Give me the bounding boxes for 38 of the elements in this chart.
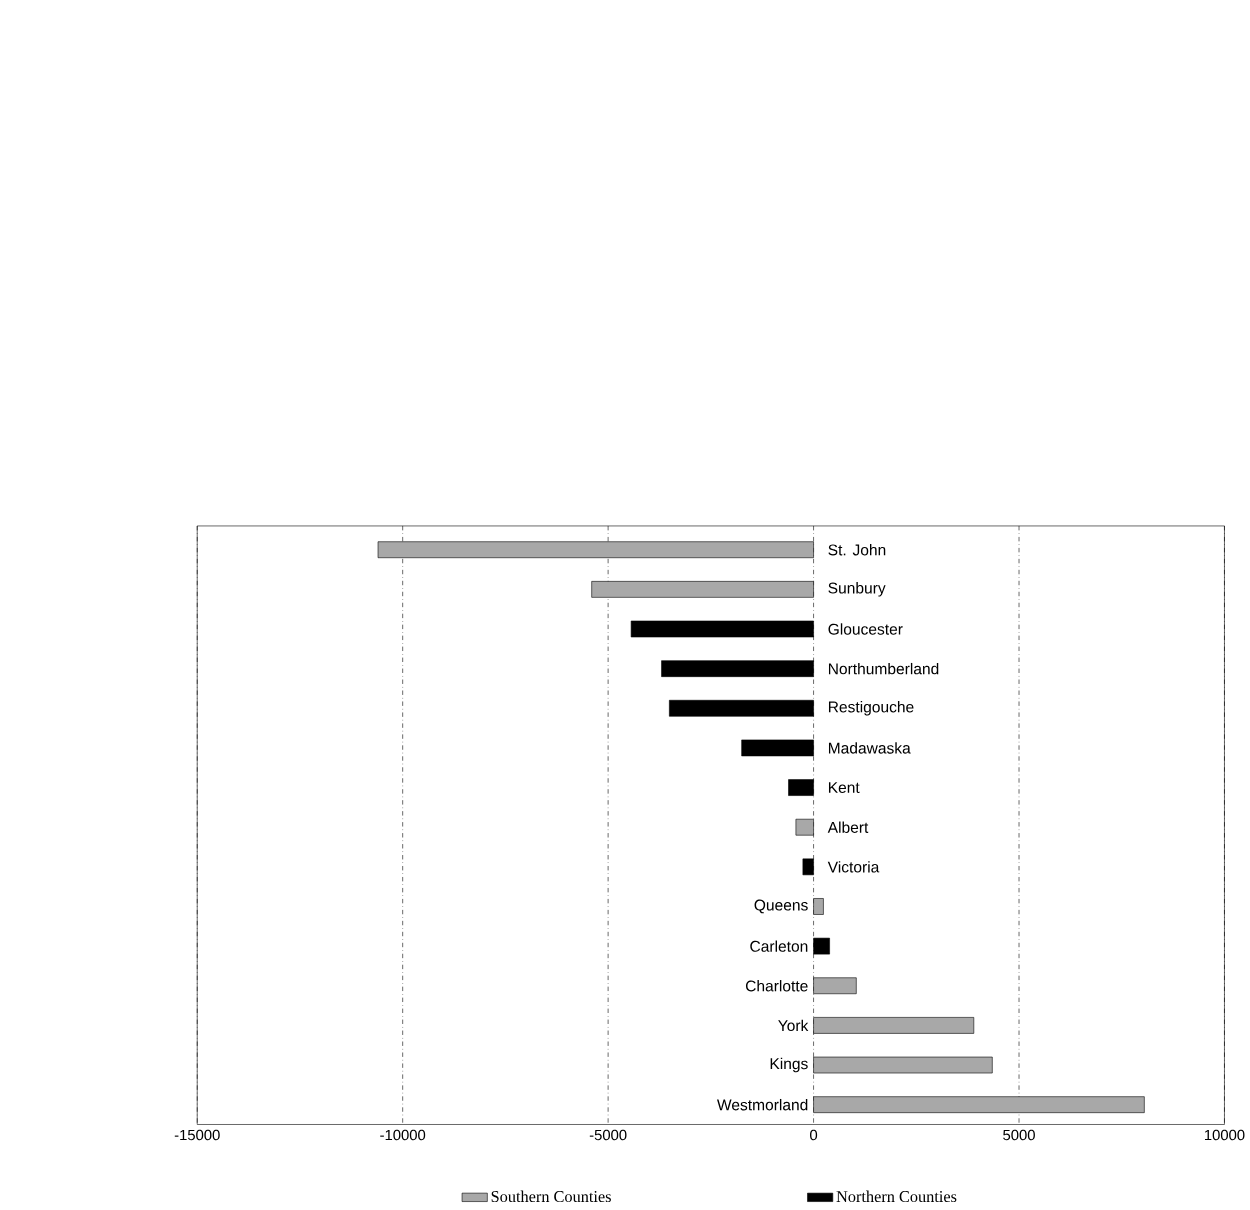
bar xyxy=(813,1056,993,1074)
y-tick-label: Charlotte xyxy=(745,980,808,992)
y-tick-label: Queens xyxy=(754,899,808,914)
bar xyxy=(377,541,814,559)
bar xyxy=(661,660,814,677)
x-tick-label: 5000 xyxy=(1003,1129,1035,1141)
bar xyxy=(813,1017,975,1034)
x-tick-label: -5000 xyxy=(589,1129,627,1141)
legend-label: Southern Counties xyxy=(491,1190,611,1203)
y-tick-label: Kings xyxy=(770,1057,808,1073)
x-tick-label: -10000 xyxy=(380,1129,426,1141)
y-tick-label: Carleton xyxy=(750,940,808,952)
y-tick-label: Northumberland xyxy=(828,662,939,675)
y-tick-label: Sunbury xyxy=(828,582,886,597)
y-tick-label: York xyxy=(778,1019,809,1032)
bar xyxy=(802,858,814,876)
bar xyxy=(591,581,814,598)
y-tick-label: Victoria xyxy=(827,861,880,873)
y-tick-label: St. John xyxy=(828,544,886,556)
bar xyxy=(813,898,824,915)
y-tick-label: Albert xyxy=(827,821,869,833)
y-tick-label: Westmorland xyxy=(717,1098,808,1111)
bar xyxy=(788,779,814,796)
bar xyxy=(795,818,814,836)
x-tick-label: -15000 xyxy=(174,1129,220,1141)
y-tick-label: Restigouche xyxy=(828,701,914,716)
bar xyxy=(669,699,814,717)
bar xyxy=(813,937,830,955)
bar xyxy=(630,620,814,638)
y-tick-label: Kent xyxy=(828,782,860,793)
bar xyxy=(813,1096,1145,1113)
y-tick-label: Gloucester xyxy=(828,623,903,635)
legend-label: Northern Counties xyxy=(836,1190,957,1203)
x-tick-label: 0 xyxy=(810,1129,818,1141)
bar xyxy=(813,977,857,995)
bar xyxy=(741,739,814,757)
x-tick-label: 10000 xyxy=(1204,1129,1245,1141)
y-tick-label: Madawaska xyxy=(828,742,911,754)
